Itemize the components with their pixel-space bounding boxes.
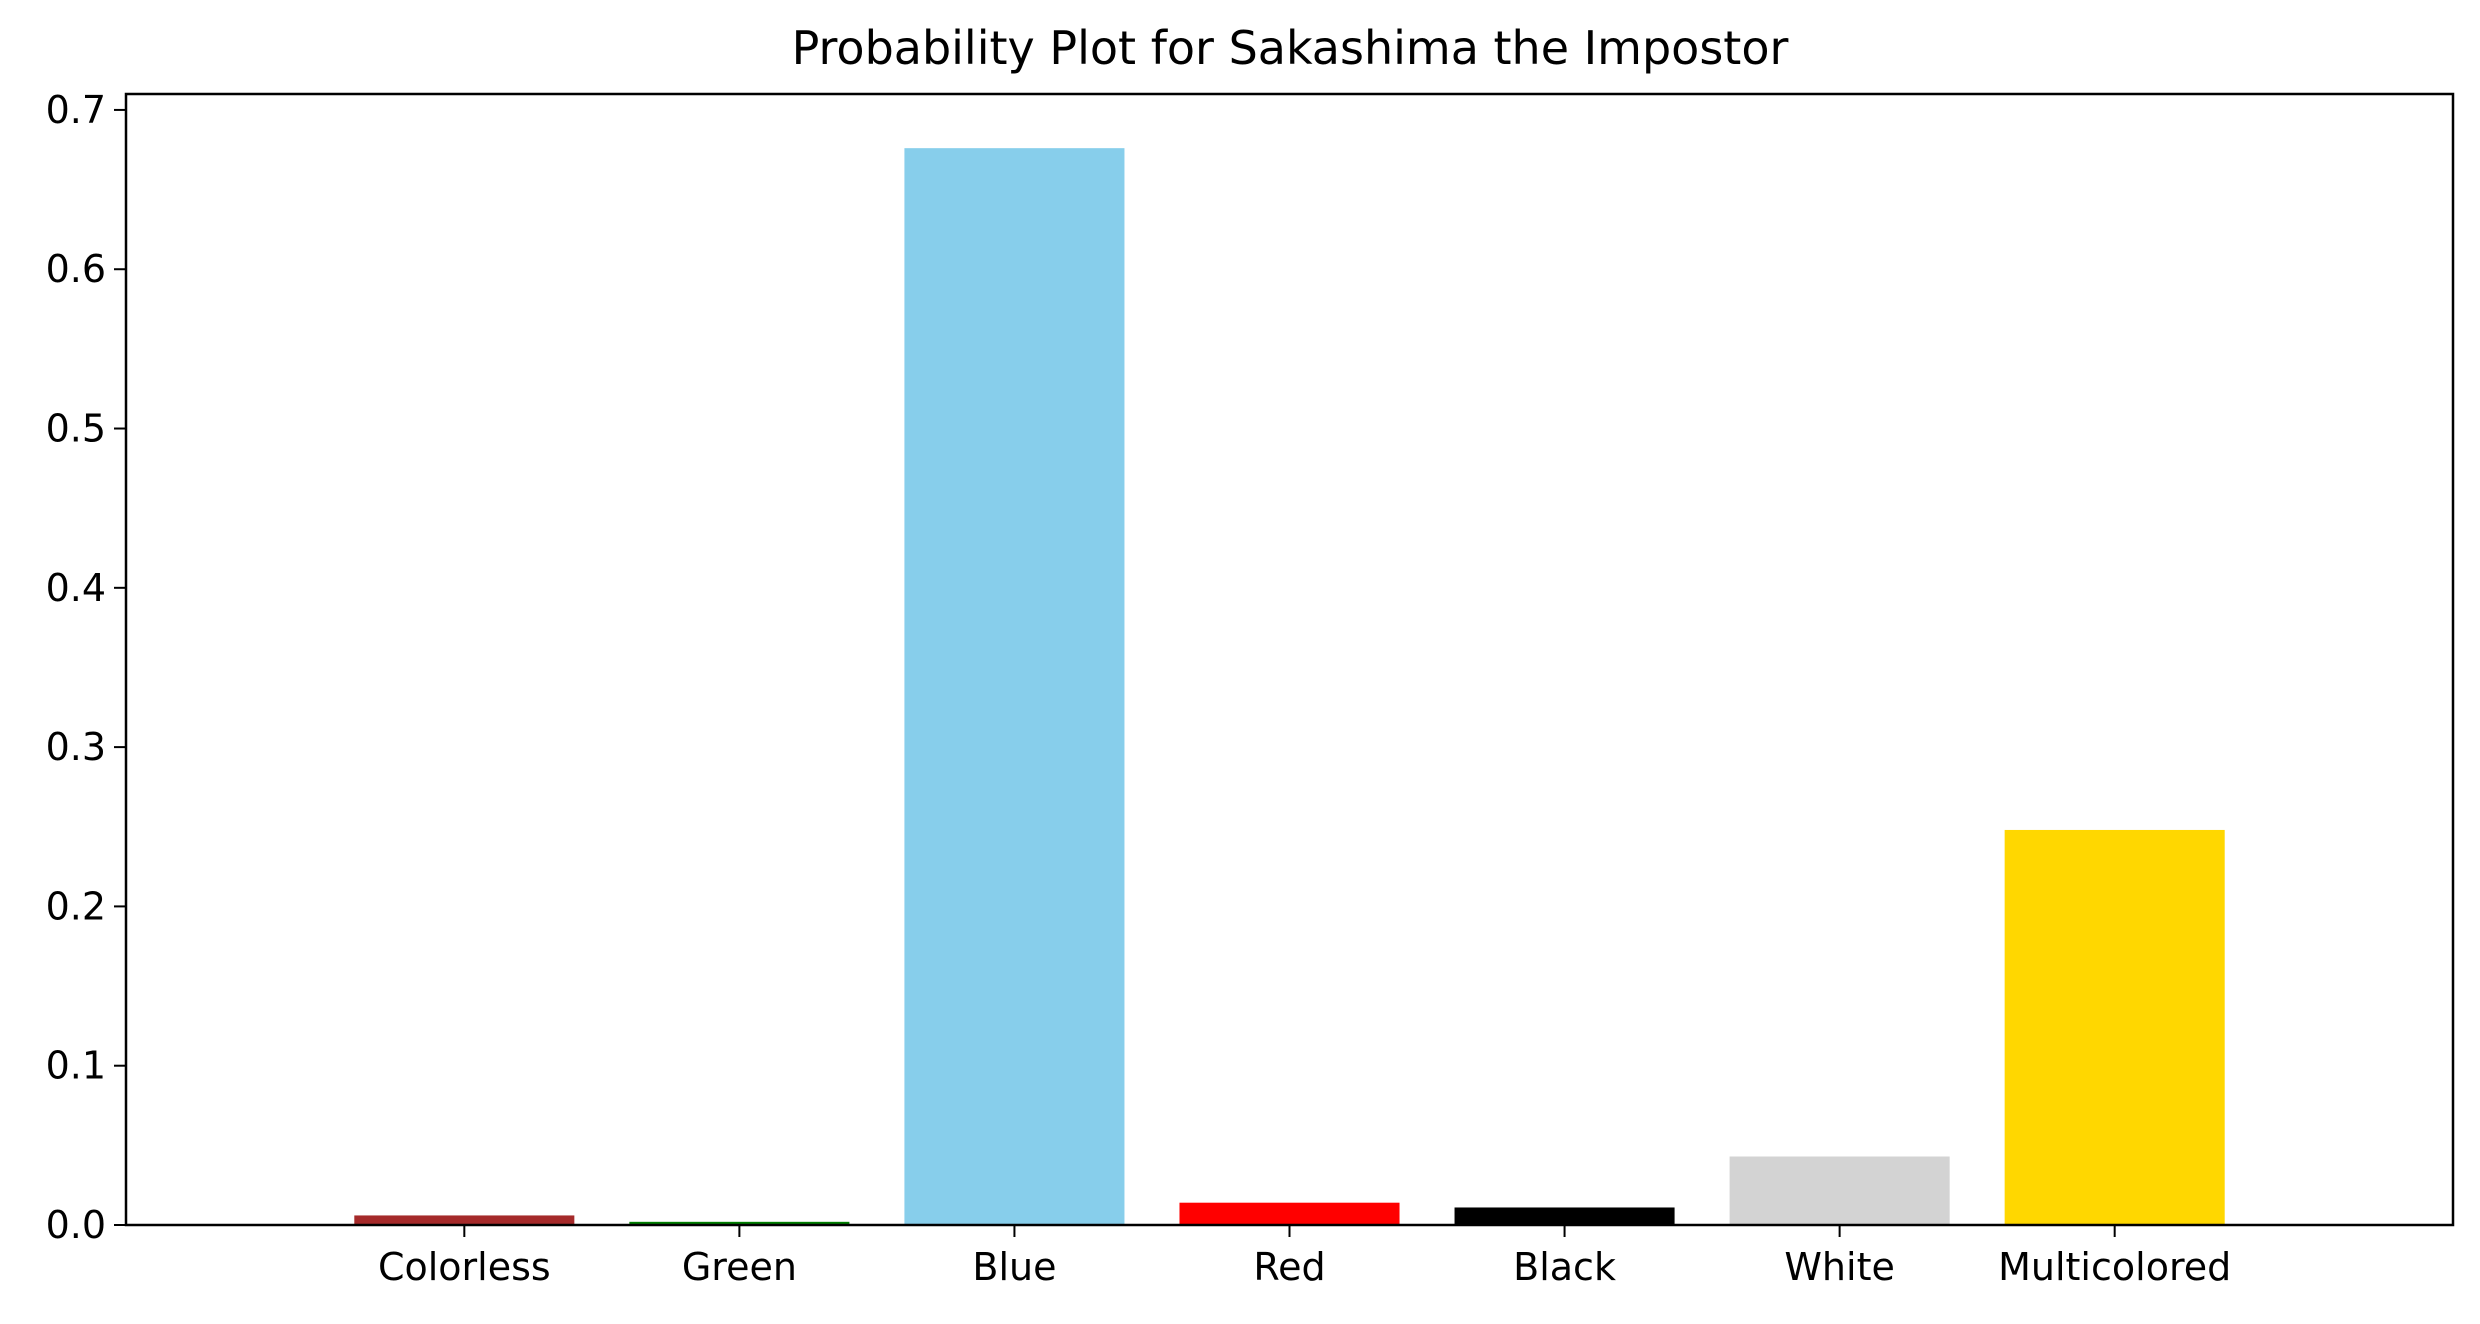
- bar-blue: [904, 148, 1125, 1226]
- y-tick-label: 0.4: [46, 566, 106, 610]
- bar-multicolored: [2004, 829, 2225, 1225]
- x-tick-label: Black: [1513, 1245, 1616, 1289]
- bar-green: [629, 1221, 850, 1225]
- x-tick-label: Colorless: [378, 1245, 551, 1289]
- x-tick-label: Multicolored: [1998, 1245, 2231, 1289]
- bar-black: [1454, 1207, 1675, 1225]
- x-tick-label: White: [1784, 1245, 1895, 1289]
- y-tick-label: 0.7: [46, 88, 106, 132]
- bar-colorless: [354, 1215, 575, 1225]
- x-tick-label: Green: [682, 1245, 797, 1289]
- x-axis: Colorless Green Blue Red Black White Multicolo…: [378, 1225, 2231, 1289]
- bar-red: [1179, 1202, 1400, 1225]
- y-tick-label: 0.5: [46, 407, 106, 451]
- chart-title: Probability Plot for Sakashima the Impos…: [792, 21, 1789, 75]
- x-tick-label: Blue: [972, 1245, 1056, 1289]
- y-tick-label: 0.3: [46, 725, 106, 769]
- bar-white: [1729, 1156, 1950, 1225]
- bars-group: [354, 148, 2225, 1226]
- y-tick-label: 0.0: [46, 1203, 106, 1247]
- y-axis: 0.0 0.1 0.2 0.3 0.4 0.5 0.6 0.7: [46, 88, 126, 1247]
- plot-frame: [124, 92, 2455, 1227]
- y-tick-label: 0.1: [46, 1044, 106, 1088]
- x-tick-label: Red: [1253, 1245, 1325, 1289]
- y-tick-label: 0.6: [46, 247, 106, 291]
- y-tick-label: 0.2: [46, 884, 106, 928]
